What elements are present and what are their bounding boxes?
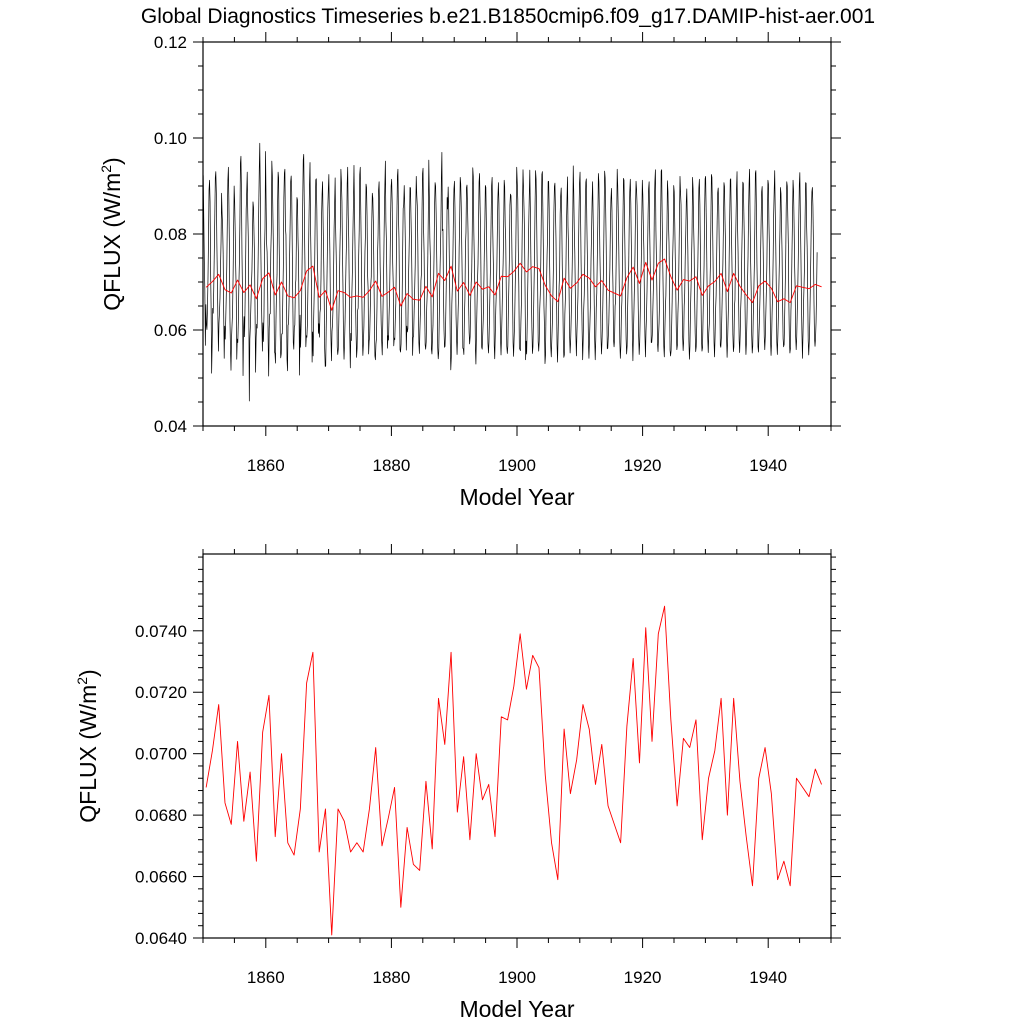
y-tick-label: 0.0700 bbox=[135, 745, 187, 764]
y-tick-label: 0.0660 bbox=[135, 868, 187, 887]
y-axis-label: QFLUX (W/m2) bbox=[74, 669, 101, 822]
x-tick-label: 1860 bbox=[247, 456, 285, 475]
y-tick-label: 0.06 bbox=[154, 321, 187, 340]
x-tick-label: 1940 bbox=[749, 968, 787, 987]
y-tick-label: 0.12 bbox=[154, 33, 187, 52]
annual-series-line bbox=[205, 258, 822, 311]
figure-title: Global Diagnostics Timeseries b.e21.B185… bbox=[141, 5, 875, 28]
y-tick-label: 0.0680 bbox=[135, 806, 187, 825]
x-tick-label: 1920 bbox=[624, 456, 662, 475]
y-tick-label: 0.04 bbox=[154, 417, 187, 436]
x-axis-label: Model Year bbox=[459, 484, 574, 510]
x-tick-label: 1920 bbox=[624, 968, 662, 987]
y-tick-label: 0.0640 bbox=[135, 929, 187, 948]
y-tick-label: 0.0740 bbox=[135, 622, 187, 641]
tick-marks bbox=[193, 544, 841, 948]
tick-marks bbox=[193, 32, 841, 436]
y-tick-label: 0.10 bbox=[154, 129, 187, 148]
annual-series-line bbox=[205, 605, 822, 936]
x-tick-label: 1880 bbox=[372, 456, 410, 475]
y-axis-label: QFLUX (W/m2) bbox=[98, 157, 125, 310]
x-tick-label: 1880 bbox=[372, 968, 410, 987]
x-tick-label: 1900 bbox=[498, 456, 536, 475]
x-axis-label: Model Year bbox=[459, 996, 574, 1022]
monthly-series-line bbox=[203, 142, 818, 402]
top-panel: 1860 1880 1900 1920 1940 0.04 0.06 0.08 0.10 0.12… bbox=[98, 32, 841, 510]
plot-frame bbox=[202, 553, 832, 939]
x-tick-label: 1860 bbox=[247, 968, 285, 987]
x-tick-label: 1940 bbox=[749, 456, 787, 475]
x-tick-label: 1900 bbox=[498, 968, 536, 987]
y-tick-label: 0.08 bbox=[154, 225, 187, 244]
y-tick-label: 0.0720 bbox=[135, 683, 187, 702]
plot-frame bbox=[202, 41, 832, 427]
bottom-panel: 1860 1880 1900 1920 1940 0.0640 0.0660 0.0680 0.… bbox=[74, 544, 841, 1022]
